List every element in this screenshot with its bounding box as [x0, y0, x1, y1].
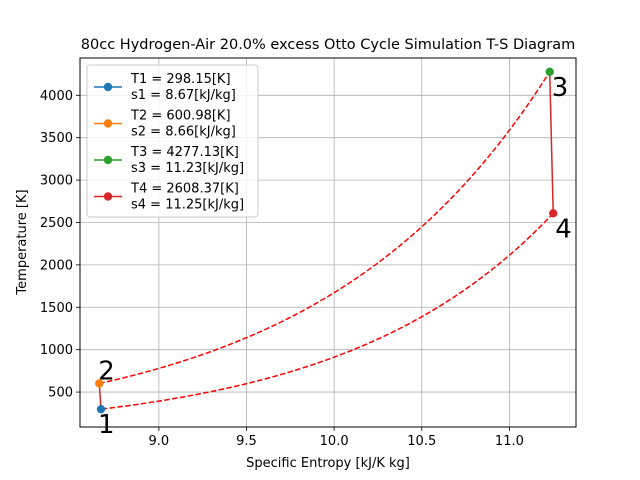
legend-entry-line2: s1 = 8.67[kJ/kg]	[131, 88, 236, 103]
state-label-1: 1	[98, 410, 115, 440]
process-line	[548, 71, 554, 214]
state-point-1	[96, 404, 106, 414]
y-tick-label: 2000	[40, 258, 73, 273]
legend-entry-line2: s4 = 11.25[kJ/kg]	[131, 198, 244, 213]
state-point-2	[95, 379, 104, 388]
cycle-curves	[98, 71, 554, 410]
y-tick-label: 2500	[40, 216, 73, 231]
x-tick-label: 10.0	[320, 434, 349, 449]
process-curve	[100, 212, 554, 410]
y-tick-label: 1000	[40, 343, 73, 358]
axis-ticks: 9.0 9.5 10.0 10.5 11.0 500 1000 1500 2000 2500 300…	[40, 89, 524, 449]
state-label-2: 2	[98, 357, 115, 387]
plot-area-frame	[79, 57, 577, 428]
y-axis-title: Temperature [K]	[15, 189, 30, 295]
legend-entry-line2: s3 = 11.23[kJ/kg]	[131, 161, 244, 176]
x-tick-label: 9.5	[236, 434, 257, 449]
state-point-3	[545, 67, 554, 77]
chart-title: 80cc Hydrogen-Air 20.0% excess Otto Cycl…	[81, 37, 575, 53]
y-tick-label: 1500	[40, 301, 73, 316]
legend-entry-line2: s2 = 8.66[kJ/kg]	[131, 125, 236, 140]
x-tick-label: 11.0	[495, 434, 524, 449]
y-tick-label: 4000	[40, 89, 73, 104]
y-tick-label: 3000	[40, 174, 73, 189]
legend-swatch-marker	[103, 119, 113, 128]
x-tick-label: 9.0	[149, 434, 170, 449]
state-point-4	[549, 209, 558, 218]
legend-swatch-marker	[103, 82, 113, 92]
legend-entry-line1: T3 = 4277.13[K]	[130, 145, 239, 160]
x-axis-title: Specific Entropy [kJ/K kg]	[246, 456, 410, 471]
legend-box	[86, 64, 259, 218]
process-curve	[99, 71, 551, 385]
legend-entry-line1: T2 = 600.98[K]	[130, 109, 231, 124]
legend: T1 = 298.15[K]s1 = 8.67[kJ/kg] T2 = 600.9…	[86, 64, 259, 218]
y-tick-label: 500	[48, 386, 73, 401]
legend-entry-line1: T4 = 2608.37[K]	[130, 182, 239, 197]
x-tick-label: 10.5	[407, 434, 436, 449]
legend-swatch-marker	[103, 155, 113, 165]
state-label-3: 3	[552, 73, 569, 103]
state-points: 1 2 3 4	[95, 67, 572, 440]
legend-entry-line1: T1 = 298.15[K]	[130, 72, 231, 87]
grid-lines	[80, 58, 576, 427]
legend-swatch-marker	[103, 192, 113, 201]
y-tick-label: 3500	[40, 131, 73, 146]
process-line	[98, 383, 102, 410]
state-label-4: 4	[555, 214, 572, 244]
